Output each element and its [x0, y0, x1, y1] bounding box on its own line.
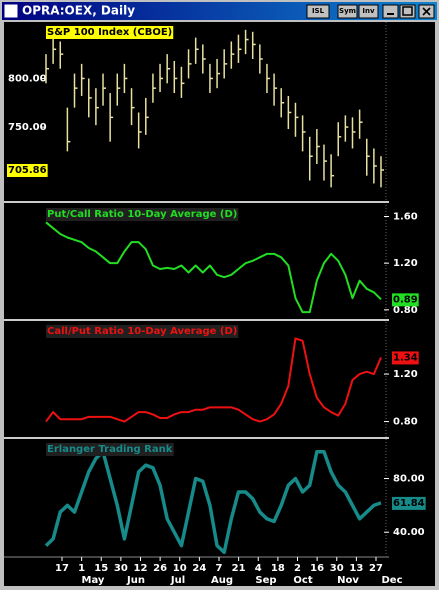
last-value-label: 1.34: [393, 352, 418, 363]
x-day-label: 27: [369, 563, 383, 574]
x-day-label: 16: [310, 563, 324, 574]
isl-button[interactable]: [306, 4, 330, 19]
last-value-label: 705.86: [8, 165, 47, 176]
label-background: [46, 325, 239, 338]
close-icon: [422, 7, 431, 16]
label-background: [7, 163, 48, 177]
indicator-line: [45, 337, 382, 423]
y-tick-label: 0.80: [393, 417, 418, 428]
x-day-label: 30: [114, 563, 128, 574]
x-day-label: 4: [255, 563, 262, 574]
panel-title: S&P 100 Index (CBOE): [47, 27, 172, 38]
x-day-label: 26: [153, 563, 167, 574]
window-title: OPRA:OEX, Daily: [22, 4, 135, 18]
y-tick-label: 1.20: [393, 369, 418, 380]
panel-title: Erlanger Trading Rank: [47, 444, 173, 455]
label-background: [46, 208, 239, 221]
x-day-label: 21: [232, 563, 246, 574]
y-tick-label: 750.00: [8, 122, 47, 133]
x-day-label: 17: [55, 563, 69, 574]
inv-button[interactable]: [358, 4, 379, 19]
sym-button[interactable]: [337, 4, 358, 19]
y-tick-label: 1.20: [393, 258, 418, 269]
indicator-line: [45, 221, 382, 314]
inv-button-label[interactable]: Inv: [362, 7, 375, 15]
y-tick-label: 800.00: [8, 73, 47, 84]
x-day-label: 2: [294, 563, 301, 574]
x-day-label: 24: [192, 563, 206, 574]
x-month-label: Aug: [211, 575, 233, 586]
label-background: [392, 293, 419, 307]
y-tick-label: 1.60: [393, 212, 418, 223]
panel-title: Put/Call Ratio 10-Day Average (D): [47, 209, 237, 220]
label-background: [46, 443, 174, 456]
x-day-label: 15: [94, 563, 108, 574]
last-value-label: 0.89: [393, 294, 418, 305]
x-month-label: May: [82, 575, 105, 586]
y-tick-label: 40.00: [393, 527, 425, 538]
maximize-icon: [402, 6, 413, 16]
label-background: [392, 496, 426, 510]
x-month-label: Dec: [381, 575, 402, 586]
sym-button-label[interactable]: Sym: [339, 7, 356, 15]
x-month-label: Jul: [170, 575, 185, 586]
x-day-label: 13: [349, 563, 363, 574]
y-tick-label: 0.80: [393, 305, 418, 316]
x-day-label: 18: [271, 563, 285, 574]
x-day-label: 1: [78, 563, 85, 574]
x-month-label: Oct: [293, 575, 312, 586]
x-day-label: 7: [216, 563, 223, 574]
x-month-label: Nov: [337, 575, 359, 586]
isl-button-label[interactable]: ISL: [312, 7, 325, 15]
x-month-label: Sep: [255, 575, 276, 586]
y-tick-label: 80.00: [393, 474, 425, 485]
minimize-button[interactable]: [382, 4, 399, 19]
x-day-label: 12: [134, 563, 148, 574]
x-day-label: 10: [173, 563, 187, 574]
panel-title: Call/Put Ratio 10-Day Average (D): [47, 326, 237, 337]
label-background: [392, 351, 419, 365]
plot-background: [4, 22, 435, 586]
app-icon: [3, 3, 19, 19]
x-day-label: 30: [330, 563, 344, 574]
last-value-label: 61.84: [393, 498, 425, 509]
x-month-label: Jun: [126, 575, 145, 586]
label-background: [46, 26, 174, 39]
